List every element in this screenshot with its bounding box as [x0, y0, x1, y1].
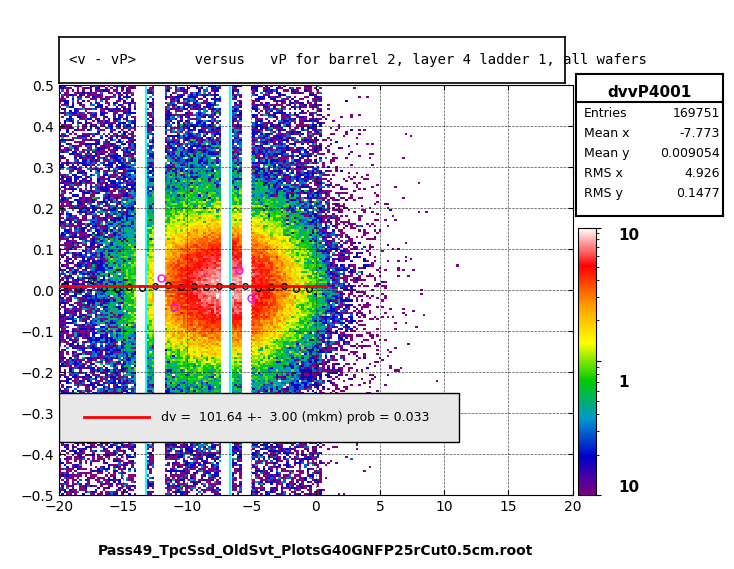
Text: dvvP4001: dvvP4001 — [608, 85, 691, 100]
Text: Mean y: Mean y — [584, 147, 629, 160]
Text: Entries: Entries — [584, 108, 627, 120]
Text: 10: 10 — [618, 480, 639, 495]
Text: 169751: 169751 — [672, 108, 720, 120]
Text: RMS y: RMS y — [584, 187, 622, 200]
Text: 10: 10 — [618, 228, 639, 242]
Text: -7.773: -7.773 — [680, 127, 720, 140]
Text: Mean x: Mean x — [584, 127, 629, 140]
Text: dv =  101.64 +-  3.00 (mkm) prob = 0.033: dv = 101.64 +- 3.00 (mkm) prob = 0.033 — [161, 411, 430, 424]
Text: <v - vP>       versus   vP for barrel 2, layer 4 ladder 1, all wafers: <v - vP> versus vP for barrel 2, layer 4… — [69, 53, 647, 67]
Text: Pass49_TpcSsd_OldSvt_PlotsG40GNFP25rCut0.5cm.root: Pass49_TpcSsd_OldSvt_PlotsG40GNFP25rCut0… — [98, 543, 534, 558]
Text: 0.009054: 0.009054 — [661, 147, 720, 160]
Text: RMS x: RMS x — [584, 167, 622, 180]
Text: 4.926: 4.926 — [685, 167, 720, 180]
Text: 1: 1 — [618, 375, 628, 390]
Bar — [59, 393, 459, 442]
Text: 0.1477: 0.1477 — [676, 187, 720, 200]
